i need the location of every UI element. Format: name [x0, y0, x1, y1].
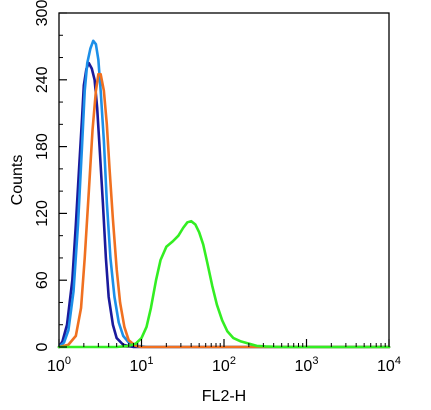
y-tick-label-2: 120: [34, 200, 51, 227]
y-tick-label-1: 60: [34, 271, 51, 289]
y-axis-title: Counts: [9, 155, 26, 206]
series-line-4: [57, 219, 391, 349]
x-axis: 100 101 102 103 104: [47, 339, 401, 375]
y-tick-label-0: 0: [34, 342, 51, 351]
series-line-2: [57, 39, 391, 349]
y-tick-label-4: 240: [34, 66, 51, 93]
x-tick-label-4: 104: [377, 355, 401, 375]
series-line-1: [57, 61, 391, 349]
x-tick-label-1: 101: [130, 355, 154, 375]
series-layer: [57, 39, 391, 349]
y-tick-label-5: 300: [34, 0, 51, 26]
y-axis: 0 60 120 180 240 300: [34, 0, 67, 351]
y-tick-label-3: 180: [34, 133, 51, 160]
x-tick-label-2: 102: [212, 355, 236, 375]
x-tick-label-3: 103: [295, 355, 319, 375]
x-axis-title: FL2-H: [202, 388, 246, 405]
series-line-3: [57, 72, 391, 349]
x-tick-label-0: 100: [47, 355, 71, 375]
